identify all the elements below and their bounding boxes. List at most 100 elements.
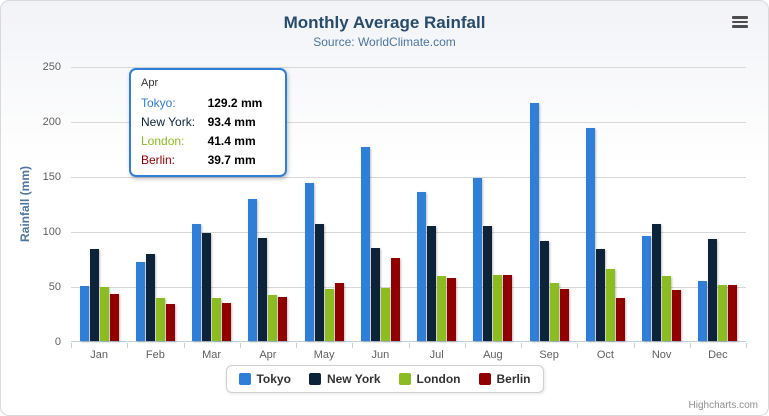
y-axis-tick-label: 200: [42, 116, 61, 128]
bar-berlin-jan[interactable]: [109, 294, 119, 341]
bar-new-york-feb[interactable]: [145, 254, 155, 341]
bar-new-york-apr[interactable]: [258, 238, 268, 341]
x-axis-tick: [689, 343, 691, 348]
bar-london-feb[interactable]: [155, 298, 165, 341]
bar-london-apr[interactable]: [268, 295, 278, 341]
bar-tokyo-dec[interactable]: [698, 281, 708, 341]
bar-tokyo-oct[interactable]: [585, 127, 595, 341]
legend-item-berlin[interactable]: Berlin: [478, 372, 531, 386]
x-axis-label-jan: Jan: [90, 349, 108, 361]
bar-tokyo-sep[interactable]: [529, 102, 539, 341]
hamburger-bar: [732, 16, 748, 19]
bar-berlin-apr[interactable]: [278, 297, 288, 341]
bar-berlin-jun[interactable]: [390, 257, 400, 341]
bar-new-york-dec[interactable]: [708, 239, 718, 341]
bar-london-jul[interactable]: [437, 276, 447, 341]
legend-item-new-york[interactable]: New York: [308, 372, 381, 386]
chart-subtitle: Source: WorldClimate.com: [313, 35, 456, 49]
bar-london-jun[interactable]: [380, 287, 390, 341]
legend-item-tokyo[interactable]: Tokyo: [238, 372, 291, 386]
bar-new-york-nov[interactable]: [652, 223, 662, 341]
category-group-jun: [352, 147, 408, 341]
bar-new-york-jul[interactable]: [427, 225, 437, 341]
x-axis-label-feb: Feb: [145, 349, 165, 361]
tooltip-series-value: 129.2 mm: [207, 95, 263, 110]
bar-new-york-jun[interactable]: [370, 248, 380, 341]
bar-tokyo-apr[interactable]: [248, 198, 258, 341]
category-group-feb: [127, 254, 183, 341]
x-axis-label-aug: Aug: [483, 349, 503, 361]
legend-label: Tokyo: [256, 372, 291, 386]
x-axis-label-jun: Jun: [371, 349, 390, 361]
bar-tokyo-mar[interactable]: [192, 223, 202, 341]
bar-london-mar[interactable]: [212, 297, 222, 341]
y-axis-labels: 0 50 100 150 200 250: [1, 61, 61, 348]
bar-tokyo-jan[interactable]: [79, 286, 89, 341]
x-axis-label-jul: Jul: [429, 349, 444, 361]
legend-label: London: [416, 372, 461, 386]
bar-tokyo-aug[interactable]: [473, 177, 483, 341]
hamburger-bar: [732, 20, 748, 24]
x-axis-tick: [183, 343, 185, 348]
bar-london-dec[interactable]: [718, 284, 728, 341]
x-axis-tick: [408, 343, 410, 348]
bar-london-nov[interactable]: [662, 275, 672, 341]
bar-london-aug[interactable]: [493, 275, 503, 341]
bar-berlin-dec[interactable]: [728, 284, 738, 341]
legend-item-london[interactable]: London: [398, 372, 461, 386]
bar-berlin-oct[interactable]: [615, 298, 625, 341]
bar-tokyo-jul[interactable]: [417, 191, 427, 341]
category-group-dec: [690, 239, 746, 341]
x-axis-labels: Jan Feb Mar Apr May Jun Jul Aug Sep Oct Nov Dec: [71, 349, 746, 361]
x-axis-label-oct: Oct: [596, 349, 614, 361]
plot-area: [71, 67, 746, 342]
tooltip-series-name: Tokyo:: [141, 95, 176, 110]
bar-berlin-sep[interactable]: [559, 288, 569, 341]
bar-tokyo-nov[interactable]: [642, 235, 652, 341]
credits-link[interactable]: Highcharts.com: [688, 400, 758, 411]
bar-tokyo-may[interactable]: [304, 182, 314, 341]
x-axis-tick: [352, 343, 354, 348]
hamburger-bar: [732, 25, 748, 28]
hamburger-menu-icon[interactable]: [732, 13, 752, 31]
tooltip-series-value: 93.4 mm: [207, 114, 256, 129]
bar-berlin-feb[interactable]: [165, 304, 175, 341]
bar-berlin-mar[interactable]: [222, 303, 232, 341]
tooltip-series-name: London:: [141, 133, 185, 148]
tooltip-header: Apr: [141, 77, 159, 89]
bar-london-sep[interactable]: [549, 283, 559, 341]
category-group-apr: [240, 198, 296, 341]
tooltip-series-value: 39.7 mm: [207, 152, 256, 167]
tooltip: Apr Tokyo: 129.2 mm New York: 93.4 mm London…: [129, 68, 287, 177]
category-group-sep: [521, 102, 577, 341]
gridline: [71, 232, 746, 233]
x-axis-label-nov: Nov: [651, 349, 672, 361]
bar-london-may[interactable]: [324, 289, 334, 341]
bar-london-jan[interactable]: [99, 287, 109, 341]
bar-berlin-nov[interactable]: [672, 289, 682, 341]
category-group-nov: [634, 223, 690, 341]
bar-berlin-may[interactable]: [334, 283, 344, 341]
bar-new-york-sep[interactable]: [539, 240, 549, 341]
bar-new-york-oct[interactable]: [595, 249, 605, 341]
bar-new-york-may[interactable]: [314, 224, 324, 341]
tooltip-row: New York: 93.4 mm: [141, 112, 275, 131]
x-axis-label-may: May: [313, 349, 335, 361]
bar-new-york-aug[interactable]: [483, 226, 493, 341]
y-axis-tick-label: 150: [42, 171, 61, 183]
category-group-mar: [184, 223, 240, 341]
x-axis-tick: [746, 343, 747, 348]
y-axis-tick-label: 100: [42, 226, 61, 238]
bar-tokyo-feb[interactable]: [135, 262, 145, 341]
bar-london-oct[interactable]: [605, 269, 615, 341]
x-axis-label-sep: Sep: [539, 349, 559, 361]
bar-tokyo-jun[interactable]: [360, 147, 370, 341]
x-axis-tick: [464, 343, 466, 348]
bar-berlin-jul[interactable]: [447, 277, 457, 341]
legend-symbol-icon: [478, 373, 491, 385]
bar-berlin-aug[interactable]: [503, 274, 513, 341]
bar-new-york-mar[interactable]: [202, 232, 212, 341]
x-axis-tick: [633, 343, 635, 348]
tooltip-table: Tokyo: 129.2 mm New York: 93.4 mm London: 41.…: [141, 93, 275, 169]
bar-new-york-jan[interactable]: [89, 249, 99, 341]
